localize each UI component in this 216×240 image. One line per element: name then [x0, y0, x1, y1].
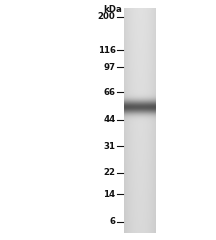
- Text: 22: 22: [103, 168, 116, 177]
- Text: 14: 14: [103, 190, 116, 199]
- Text: kDa: kDa: [103, 5, 122, 14]
- Text: 66: 66: [103, 88, 116, 97]
- Text: 200: 200: [98, 12, 116, 21]
- Text: 6: 6: [110, 217, 116, 227]
- Text: 44: 44: [103, 115, 116, 125]
- Text: 97: 97: [103, 63, 116, 72]
- Text: 31: 31: [103, 142, 116, 151]
- Text: 116: 116: [98, 46, 116, 55]
